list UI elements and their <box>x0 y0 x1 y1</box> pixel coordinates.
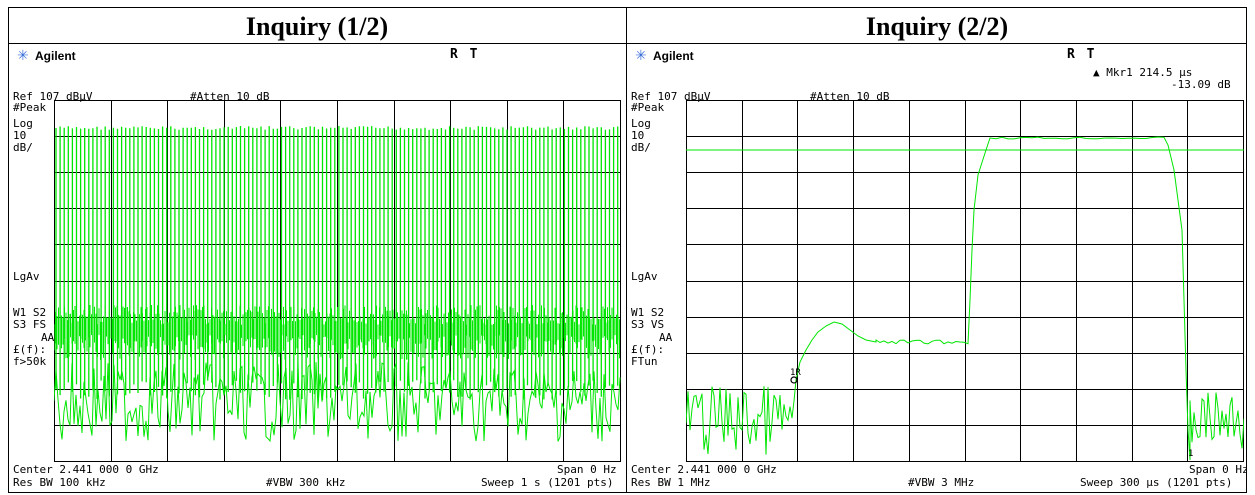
panel-2-heading: Inquiry (2/2) <box>865 12 1009 41</box>
marker-value: -13.09 dB <box>1171 78 1231 91</box>
vbw-label: #VBW 300 kHz <box>266 476 346 489</box>
trace-plot <box>54 100 621 462</box>
detector-label: #Peak <box>631 101 665 114</box>
graticule <box>686 100 1244 462</box>
scale-unit-label: dB/ <box>13 141 33 154</box>
agilent-spark-icon: ✳ <box>635 48 647 64</box>
trace-aa-label: AA <box>659 331 673 344</box>
span-label: Span 0 Hz <box>557 463 617 476</box>
filter-label: £(f): <box>631 343 665 356</box>
mode-indicator: R T <box>1067 47 1097 62</box>
scale-unit-label: dB/ <box>631 141 651 154</box>
panel-divider <box>626 7 627 493</box>
marker-1-ref-symbol <box>790 376 798 384</box>
filter-label: £(f): <box>13 343 47 356</box>
sweep-label: Sweep 1 s (1201 pts) <box>481 476 614 489</box>
trace-aa-label: AA <box>41 331 55 344</box>
trace-plot: 1R 1 <box>686 100 1244 462</box>
filter-value-label: FTun <box>631 355 658 368</box>
trace-s-label: S3 FS <box>13 318 47 331</box>
detector-label: #Peak <box>13 101 47 114</box>
panel-1-heading: Inquiry (1/2) <box>245 12 389 41</box>
burst-trace <box>54 126 620 400</box>
span-label: Span 0 Hz <box>1189 463 1246 476</box>
center-freq: Center 2.441 000 0 GHz <box>631 463 777 476</box>
pulse-trace <box>686 136 1244 461</box>
analyzer-screen-2: ✳ Agilent R T ▲ Mkr1 214.5 μs -13.09 dB … <box>627 44 1246 493</box>
marker-1-ref-tag: 1R <box>790 368 801 378</box>
analyzer-screen-1: ✳ Agilent R T Ref 107 dBμV #Atten 10 dB … <box>9 44 626 493</box>
ref-level: Ref 107 dBμV <box>631 90 711 103</box>
brand-label: Agilent <box>35 49 76 63</box>
avg-label: LgAv <box>631 270 658 283</box>
trace-w-label: W1 S2 <box>631 306 665 319</box>
burst-lines <box>55 126 619 400</box>
agilent-spark-icon: ✳ <box>17 48 29 64</box>
atten-label: #Atten 10 dB <box>810 90 890 103</box>
scale-log-label: Log <box>631 117 651 130</box>
outer-frame <box>8 7 1247 493</box>
filter-value-label: f>50k <box>13 355 47 368</box>
brand-label: Agilent <box>653 49 694 63</box>
noise-floor-trace <box>54 362 621 443</box>
sweep-label: Sweep 300 μs (1201 pts) <box>1080 476 1233 489</box>
header-rule <box>8 43 1247 44</box>
scale-value-label: 10 <box>631 129 645 142</box>
atten-label: #Atten 10 dB <box>190 90 270 103</box>
trace-w-label: W1 S2 <box>13 306 47 319</box>
mode-indicator: R T <box>450 47 480 62</box>
vbw-label: #VBW 3 MHz <box>908 476 975 489</box>
marker-1-tag: 1 <box>1188 449 1193 459</box>
burst-band <box>54 305 620 360</box>
avg-label: LgAv <box>13 270 40 283</box>
ref-level: Ref 107 dBμV <box>13 90 93 103</box>
marker-label: ▲ Mkr1 214.5 μs <box>1093 66 1193 79</box>
center-freq: Center 2.441 000 0 GHz <box>13 463 159 476</box>
res-bw: Res BW 100 kHz <box>13 476 106 489</box>
scale-log-label: Log <box>13 117 33 130</box>
trace-s-label: S3 VS <box>631 318 665 331</box>
scale-value-label: 10 <box>13 129 27 142</box>
res-bw: Res BW 1 MHz <box>631 476 711 489</box>
